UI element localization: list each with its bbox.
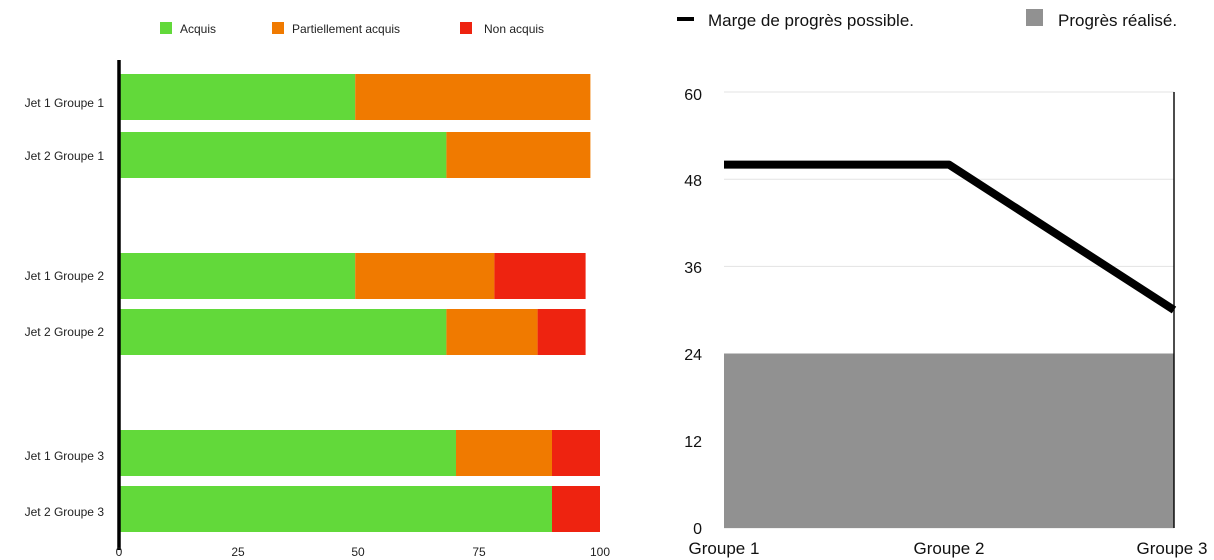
x-tick-label: 75 (472, 545, 486, 559)
bar-segment (446, 309, 538, 355)
bar-chart-legend: Acquis Partiellement acquis Non acquis (160, 22, 544, 36)
line-chart-y-ticks: 0 12 24 36 48 60 (684, 87, 702, 538)
legend-label-marge: Marge de progrès possible. (708, 11, 914, 30)
bar-segment (494, 253, 586, 299)
bar-segment (120, 253, 356, 299)
bar-segment (552, 430, 600, 476)
x-category-label: Groupe 2 (914, 539, 985, 558)
bar-segment (120, 309, 447, 355)
x-category-label: Groupe 1 (689, 539, 760, 558)
x-tick-label: 25 (231, 545, 245, 559)
category-label: Jet 2 Groupe 1 (25, 149, 105, 163)
line-chart-legend: Marge de progrès possible. Progrès réali… (677, 9, 1177, 30)
legend-label-progres: Progrès réalisé. (1058, 11, 1177, 30)
margin-line (724, 160, 1177, 314)
stacked-bar-chart: Acquis Partiellement acquis Non acquis J… (25, 22, 611, 559)
x-category-label: Groupe 3 (1137, 539, 1208, 558)
margin-line-path (724, 160, 1177, 314)
category-label: Jet 1 Groupe 3 (25, 449, 105, 463)
category-label: Jet 2 Groupe 2 (25, 325, 105, 339)
progress-area-fill (724, 353, 1174, 528)
bar-segment (552, 486, 600, 532)
x-tick-label: 100 (590, 545, 610, 559)
x-tick-label: 50 (351, 545, 365, 559)
progress-area (724, 353, 1174, 528)
legend-swatch-acquis (160, 22, 172, 34)
legend-label-acquis: Acquis (180, 22, 216, 36)
legend-swatch-marge (677, 17, 694, 21)
line-chart-x-ticks: Groupe 1 Groupe 2 Groupe 3 (689, 539, 1208, 558)
y-tick-label: 24 (684, 347, 702, 364)
bar-segment (446, 132, 591, 178)
y-tick-label: 12 (684, 434, 702, 451)
bar-segments (120, 74, 600, 532)
bar-chart-x-ticks: 0 25 50 75 100 (116, 545, 611, 559)
bar-segment (120, 430, 456, 476)
legend-label-non-acquis: Non acquis (484, 22, 544, 36)
bar-segment (537, 309, 586, 355)
legend-swatch-partiellement-acquis (272, 22, 284, 34)
y-tick-label: 36 (684, 260, 702, 277)
bar-segment (120, 74, 356, 120)
y-tick-label: 0 (693, 521, 702, 538)
progress-line-area-chart: Marge de progrès possible. Progrès réali… (677, 9, 1207, 558)
legend-label-partiellement-acquis: Partiellement acquis (292, 22, 400, 36)
bar-segment (120, 132, 447, 178)
bar-segment (355, 74, 591, 120)
category-label: Jet 1 Groupe 2 (25, 269, 105, 283)
legend-swatch-non-acquis (460, 22, 472, 34)
legend-swatch-progres (1026, 9, 1043, 26)
category-label: Jet 1 Groupe 1 (25, 96, 105, 110)
bar-segment (456, 430, 552, 476)
category-label: Jet 2 Groupe 3 (25, 505, 105, 519)
x-tick-label: 0 (116, 545, 123, 559)
y-tick-label: 48 (684, 173, 702, 190)
bar-segment (120, 486, 552, 532)
bar-segment (355, 253, 495, 299)
y-tick-label: 60 (684, 87, 702, 104)
bar-category-labels: Jet 1 Groupe 1 Jet 2 Groupe 1 Jet 1 Grou… (25, 96, 105, 519)
